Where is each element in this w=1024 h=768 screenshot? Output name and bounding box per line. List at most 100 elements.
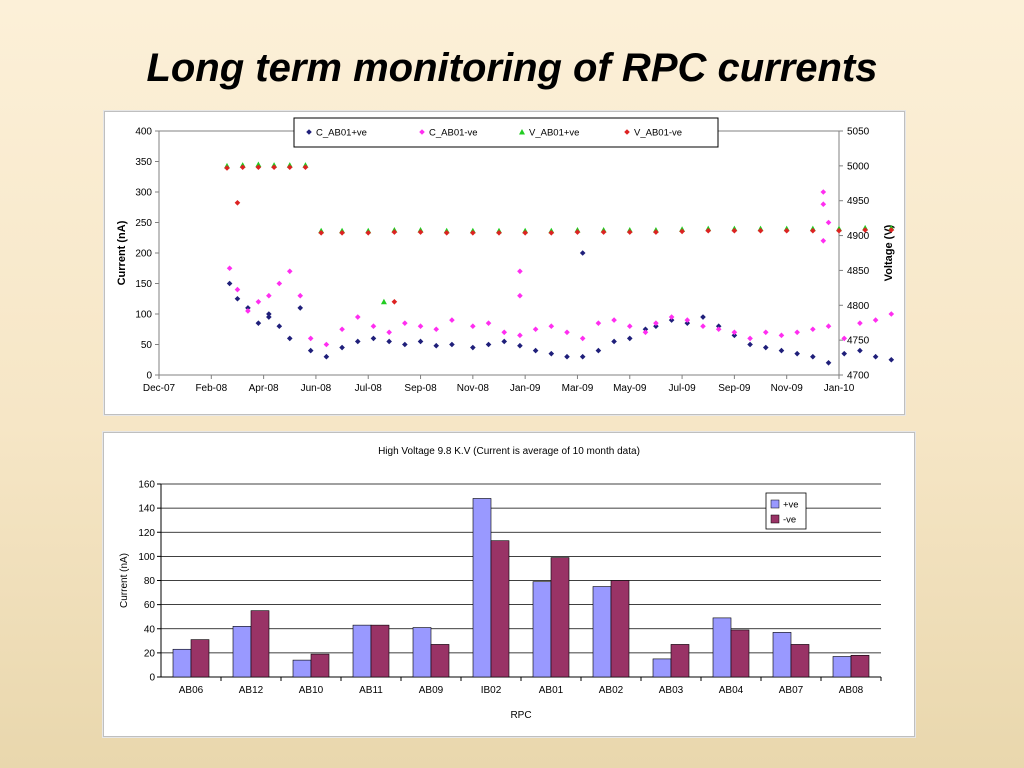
data-point-C_AB01-ve — [653, 320, 659, 326]
data-point-C_AB01+ve — [579, 353, 586, 360]
y-axis-label: Current (nA) — [116, 220, 128, 285]
data-point-C_AB01+ve — [517, 342, 523, 349]
category-label: AB04 — [719, 685, 744, 696]
category-label: AB01 — [539, 685, 564, 696]
bar-AB12-+ve — [232, 626, 252, 678]
x-axis-label: RPC — [510, 710, 531, 721]
data-point-C_AB01+ve — [794, 350, 800, 357]
y2-tick-label: 4700 — [847, 371, 870, 382]
y-tick-label: 300 — [135, 188, 152, 199]
data-point-C_AB01-ve — [611, 317, 617, 323]
x-tick-label: May-09 — [613, 383, 647, 394]
x-tick-label: Jun-08 — [301, 383, 332, 394]
average-current-bar-chart: High Voltage 9.8 K.V (Current is average… — [103, 432, 915, 737]
data-point-C_AB01+ve — [255, 320, 262, 326]
data-point-C_AB01-ve — [820, 238, 827, 244]
y2-tick-label: 5000 — [847, 161, 870, 172]
legend-marker — [519, 129, 525, 135]
data-point-C_AB01+ve — [323, 353, 330, 360]
data-point-C_AB01-ve — [825, 323, 832, 329]
data-point-C_AB01-ve — [747, 335, 753, 342]
x-tick-label: Dec-07 — [143, 383, 176, 394]
data-point-C_AB01-ve — [872, 317, 879, 323]
y-tick-label: 200 — [135, 249, 152, 260]
data-point-C_AB01-ve — [762, 329, 769, 336]
data-point-V_AB01-ve — [255, 164, 262, 171]
data-point-C_AB01+ve — [668, 317, 675, 323]
data-point-C_AB01-ve — [485, 320, 492, 326]
data-point-C_AB01+ve — [433, 342, 440, 349]
y-tick-label: 350 — [135, 157, 152, 168]
bar-AB11-+ve — [352, 624, 372, 678]
bar-AB06--ve — [190, 639, 210, 678]
category-label: AB09 — [419, 685, 444, 696]
x-tick-label: Nov-09 — [771, 383, 804, 394]
data-point-C_AB01-ve — [684, 317, 691, 323]
x-tick-label: Jul-08 — [355, 383, 383, 394]
data-point-C_AB01-ve — [323, 341, 330, 348]
data-point-C_AB01-ve — [825, 219, 832, 226]
data-point-V_AB01-ve — [391, 299, 398, 305]
category-label: AB08 — [839, 685, 864, 696]
y2-axis-label: Voltage (V) — [883, 224, 895, 281]
legend-label: V_AB01+ve — [529, 128, 579, 139]
data-point-C_AB01-ve — [715, 326, 722, 333]
data-point-C_AB01-ve — [266, 292, 272, 299]
data-point-C_AB01+ve — [449, 341, 455, 348]
y-tick-label: 140 — [138, 504, 155, 515]
data-point-C_AB01-ve — [245, 308, 251, 314]
data-point-V_AB01-ve — [574, 229, 581, 235]
data-point-C_AB01-ve — [234, 286, 241, 293]
y-axis-label: Current (nA) — [119, 553, 130, 608]
x-tick-label: Mar-09 — [562, 383, 594, 394]
data-point-C_AB01+ve — [245, 305, 251, 311]
data-point-C_AB01+ve — [747, 341, 753, 348]
data-point-C_AB01-ve — [626, 323, 633, 329]
y-tick-label: 400 — [135, 127, 152, 138]
data-point-C_AB01-ve — [339, 326, 345, 333]
bar-chart-title: High Voltage 9.8 K.V (Current is average… — [378, 446, 640, 457]
category-label: AB02 — [599, 685, 624, 696]
category-label: AB07 — [779, 685, 804, 696]
data-point-C_AB01-ve — [548, 323, 555, 329]
data-point-C_AB01+ve — [297, 305, 304, 311]
data-point-C_AB01+ve — [595, 347, 602, 354]
bar-legend-label: +ve — [783, 500, 799, 511]
data-point-C_AB01+ve — [872, 353, 879, 360]
data-point-C_AB01-ve — [417, 323, 424, 329]
x-tick-label: Jan-10 — [824, 383, 855, 394]
category-label: AB06 — [179, 685, 204, 696]
data-point-C_AB01-ve — [517, 292, 523, 299]
x-tick-label: Nov-08 — [457, 383, 490, 394]
data-point-C_AB01-ve — [370, 323, 377, 329]
data-point-V_AB01-ve — [271, 164, 277, 171]
bar-AB09-+ve — [412, 627, 432, 678]
data-point-C_AB01-ve — [794, 329, 800, 336]
bar-AB03-+ve — [652, 658, 672, 678]
bar-AB11--ve — [370, 624, 390, 678]
data-point-C_AB01-ve — [449, 317, 455, 323]
data-point-C_AB01+ve — [417, 338, 424, 345]
data-point-C_AB01-ve — [820, 201, 827, 207]
data-point-C_AB01-ve — [276, 280, 283, 287]
y-tick-label: 160 — [138, 480, 155, 491]
data-point-V_AB01+ve — [380, 298, 387, 305]
data-point-C_AB01-ve — [810, 326, 816, 333]
data-point-C_AB01+ve — [888, 356, 895, 363]
category-label: AB03 — [659, 685, 684, 696]
data-point-C_AB01-ve — [517, 332, 523, 339]
data-point-C_AB01+ve — [354, 338, 361, 345]
legend-box — [293, 117, 719, 148]
bar-IB02-+ve — [472, 498, 492, 678]
data-point-C_AB01+ve — [653, 323, 659, 329]
y2-tick-label: 5050 — [847, 127, 870, 138]
data-point-C_AB01+ve — [611, 338, 617, 345]
legend-marker — [419, 129, 425, 135]
data-point-C_AB01+ve — [234, 295, 241, 302]
data-point-C_AB01-ve — [820, 189, 827, 195]
data-point-C_AB01+ve — [548, 350, 555, 357]
bar-AB02--ve — [610, 580, 630, 678]
data-point-C_AB01-ve — [307, 335, 314, 342]
bar-IB02--ve — [490, 540, 510, 678]
data-point-C_AB01+ve — [226, 280, 233, 287]
